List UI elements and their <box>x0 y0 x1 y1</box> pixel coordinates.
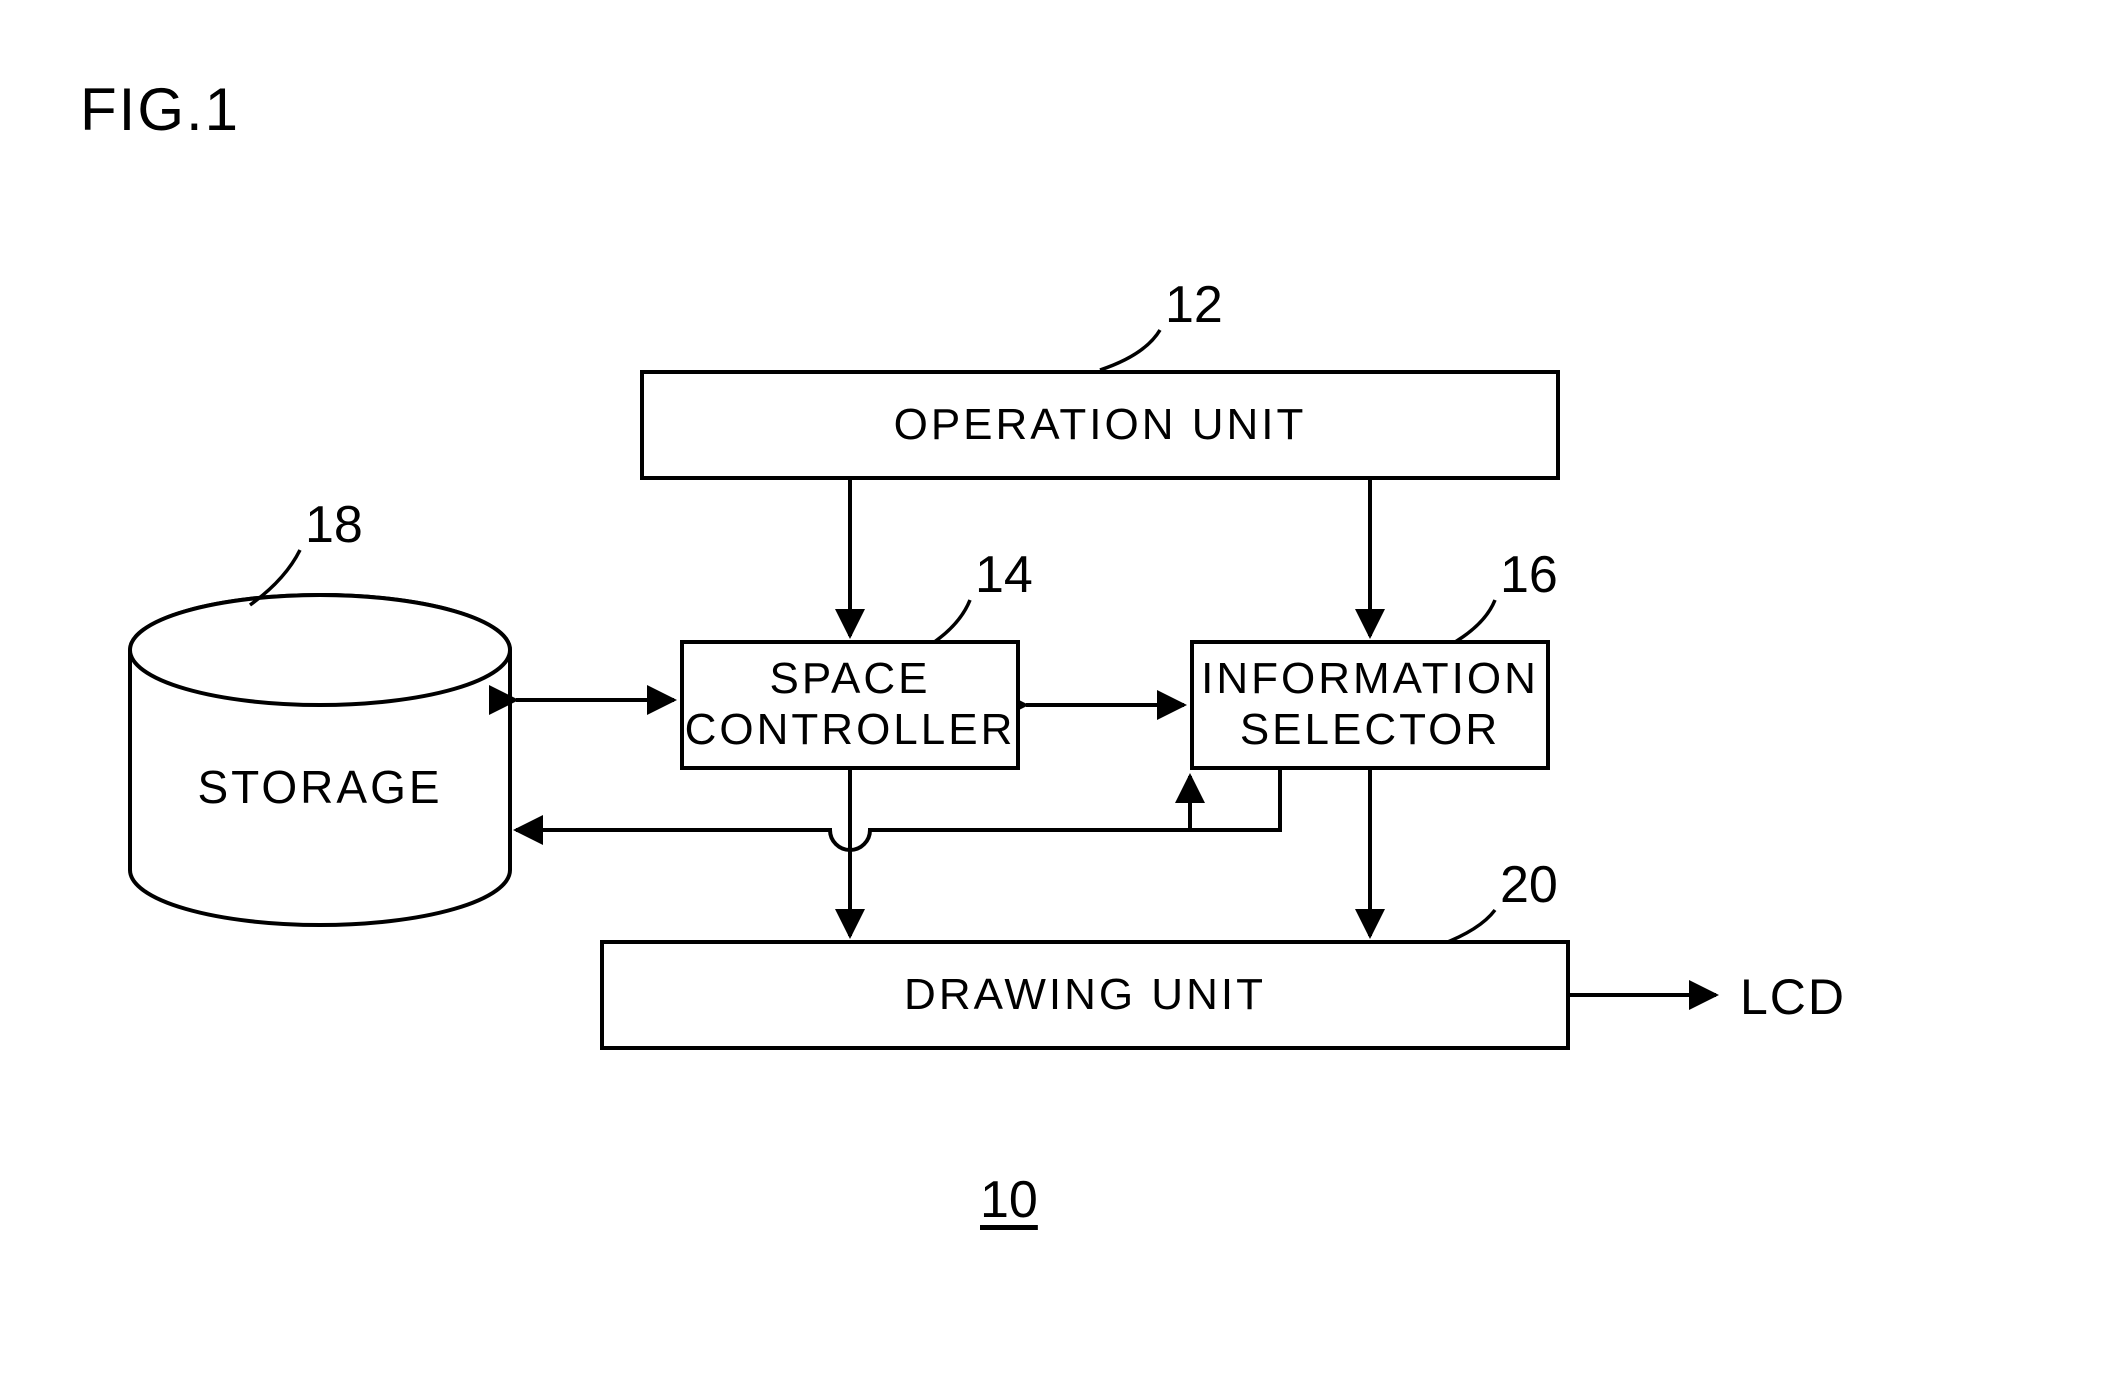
ref-10: 10 <box>980 1170 1038 1230</box>
ref-20: 20 <box>1500 855 1558 915</box>
space-controller-block: SPACE CONTROLLER <box>680 640 1020 770</box>
space-controller-label: SPACE CONTROLLER <box>685 654 1016 755</box>
drawing-unit-label: DRAWING UNIT <box>904 970 1266 1021</box>
ref-12: 12 <box>1165 275 1223 335</box>
ref-14: 14 <box>975 545 1033 605</box>
ref-18: 18 <box>305 495 363 555</box>
info-selector-label: INFORMATION SELECTOR <box>1201 654 1539 755</box>
operation-unit-label: OPERATION UNIT <box>894 400 1307 451</box>
info-selector-block: INFORMATION SELECTOR <box>1190 640 1550 770</box>
ref-16: 16 <box>1500 545 1558 605</box>
drawing-unit-block: DRAWING UNIT <box>600 940 1570 1050</box>
diagram-svg <box>0 0 2106 1379</box>
lcd-label: LCD <box>1740 968 1846 1026</box>
operation-unit-block: OPERATION UNIT <box>640 370 1560 480</box>
storage-label: STORAGE <box>130 760 510 814</box>
